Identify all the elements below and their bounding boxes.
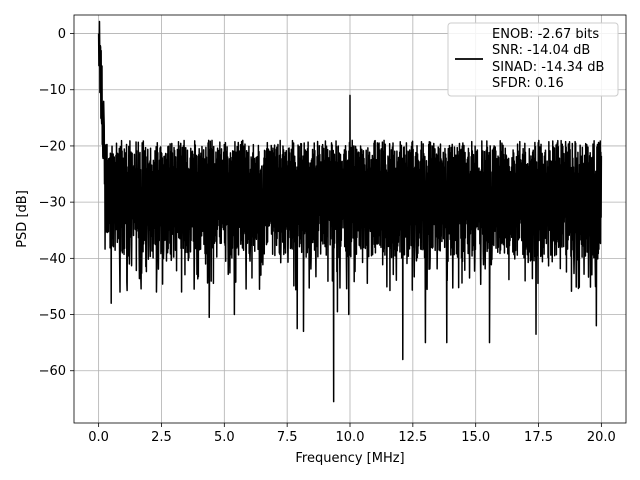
- x-tick-label: 20.0: [587, 430, 616, 445]
- x-axis-label: Frequency [MHz]: [295, 451, 404, 466]
- y-axis-label: PSD [dB]: [15, 190, 30, 248]
- x-tick-label: 5.0: [214, 430, 235, 445]
- x-tick-label: 2.5: [151, 430, 172, 445]
- y-tick-label: −10: [39, 83, 66, 98]
- y-tick-label: −50: [39, 308, 66, 323]
- legend: ENOB: -2.67 bits SNR: -14.04 dB SINAD: -…: [447, 22, 619, 97]
- x-tick-label: 7.5: [277, 430, 298, 445]
- legend-line-sfdr: SFDR: 0.16: [492, 76, 564, 91]
- y-tick-label: −30: [39, 196, 66, 211]
- y-tick-label: −20: [39, 139, 66, 154]
- x-tick-label: 17.5: [524, 430, 553, 445]
- legend-line-sinad: SINAD: -14.34 dB: [492, 60, 604, 75]
- y-tick-label: −60: [39, 364, 66, 379]
- axis-ticks: 0.0 2.5 5.0 7.5 10.0 12.5 15.0 17.5 20.0 0 −10 −20 −…: [39, 27, 616, 445]
- x-tick-label: 10.0: [336, 430, 365, 445]
- y-tick-label: 0: [58, 27, 66, 42]
- x-tick-label: 0.0: [88, 430, 109, 445]
- legend-line-enob: ENOB: -2.67 bits: [492, 27, 599, 42]
- y-tick-label: −40: [39, 252, 66, 267]
- psd-series-line: [97, 20, 603, 403]
- legend-box: [447, 22, 619, 97]
- series-layer: [97, 20, 603, 403]
- x-tick-label: 12.5: [398, 430, 427, 445]
- legend-line-snr: SNR: -14.04 dB: [492, 43, 590, 58]
- x-tick-label: 15.0: [461, 430, 490, 445]
